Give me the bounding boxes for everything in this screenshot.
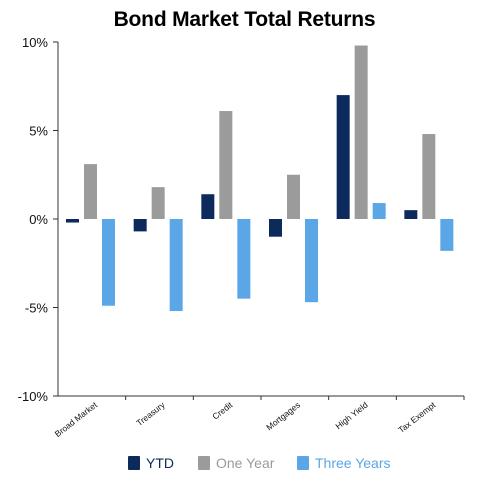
y-axis-ticks: 10% 5% 0% -5% -10% [18, 35, 58, 404]
bar [354, 45, 368, 219]
bar [169, 219, 183, 312]
bar [422, 134, 436, 219]
x-tick-label: Treasury [134, 399, 167, 428]
y-tick-label: 0% [29, 212, 48, 227]
bar [269, 219, 282, 237]
y-tick-label: -10% [18, 389, 49, 404]
legend-swatch [128, 456, 140, 470]
bar [102, 219, 115, 306]
bar [219, 111, 233, 219]
bar [201, 194, 215, 219]
bar [133, 219, 147, 232]
x-tick-label: Credit [210, 399, 235, 421]
legend: YTD One Year Three Years [128, 455, 391, 471]
y-tick-label: 5% [29, 124, 48, 139]
legend-swatch [198, 456, 210, 470]
axes [57, 42, 465, 400]
bar [151, 187, 165, 219]
bar [305, 219, 318, 303]
bar [336, 95, 350, 219]
bar [66, 219, 79, 223]
x-axis-labels: Broad Market Treasury Credit Mortgages High … [53, 399, 438, 439]
chart-title: Bond Market Total Returns [113, 8, 376, 31]
bar [404, 210, 418, 219]
legend-label: YTD [146, 455, 174, 471]
x-tick-label: Mortgages [264, 400, 302, 433]
bar [237, 219, 251, 299]
x-tick-label: High Yield [333, 400, 370, 432]
legend-label: Three Years [315, 455, 391, 471]
x-tick-label: Broad Market [53, 399, 100, 439]
bars [66, 45, 454, 312]
legend-label: One Year [216, 455, 275, 471]
bar [372, 203, 386, 219]
y-tick-label: 10% [22, 35, 48, 50]
x-tick-label: Tax Exempt [396, 399, 438, 435]
legend-swatch [297, 456, 309, 470]
bar [84, 164, 97, 219]
y-tick-label: -5% [25, 301, 49, 316]
bar [287, 174, 300, 219]
bar [440, 219, 454, 251]
